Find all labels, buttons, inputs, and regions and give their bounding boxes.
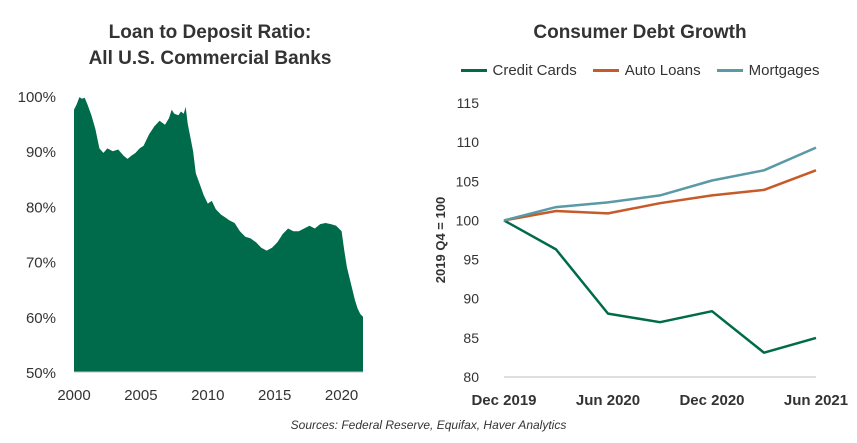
left-y-tick-label: 80% bbox=[26, 199, 56, 216]
left-chart-title: Loan to Deposit Ratio: All U.S. Commerci… bbox=[40, 20, 380, 72]
left-y-tick-label: 90% bbox=[26, 144, 56, 161]
left-x-tick-label: 2015 bbox=[258, 387, 291, 404]
credit-cards-line bbox=[503, 219, 817, 354]
right-y-tick-label: 80 bbox=[463, 369, 479, 385]
right-y-tick-label: 105 bbox=[456, 173, 480, 189]
left-x-tick-label: 2000 bbox=[57, 387, 90, 404]
legend-swatch-credit-cards bbox=[460, 69, 487, 72]
right-y-tick-label: 90 bbox=[463, 291, 479, 307]
right-chart-legend: Credit Cards Auto Loans Mortgages bbox=[440, 62, 840, 79]
auto-loans-line bbox=[503, 169, 817, 222]
legend-item-credit-cards: Credit Cards bbox=[460, 62, 577, 79]
left-chart-title-line-1: Loan to Deposit Ratio: bbox=[108, 22, 312, 43]
source-note: Sources: Federal Reserve, Equifax, Haver… bbox=[290, 418, 567, 432]
right-x-tick-label: Dec 2019 bbox=[471, 392, 536, 409]
right-x-tick-label: Jun 2021 bbox=[784, 392, 848, 409]
left-y-tick-label: 50% bbox=[26, 365, 56, 382]
right-y-tick-label: 110 bbox=[457, 134, 480, 150]
left-x-tick-label: 2010 bbox=[191, 387, 224, 404]
right-chart-title: Consumer Debt Growth bbox=[533, 22, 747, 43]
legend-label-mortgages: Mortgages bbox=[748, 62, 820, 79]
right-x-tick-label: Dec 2020 bbox=[679, 392, 744, 409]
legend-item-mortgages: Mortgages bbox=[716, 62, 820, 79]
legend-label-auto-loans: Auto Loans bbox=[624, 62, 701, 79]
loan-deposit-area bbox=[74, 97, 363, 372]
left-y-tick-label: 60% bbox=[26, 310, 56, 327]
right-y-tick-label: 85 bbox=[463, 330, 479, 346]
left-y-tick-label: 70% bbox=[26, 255, 56, 272]
legend-swatch-mortgages bbox=[716, 69, 743, 72]
right-x-tick-label: Jun 2020 bbox=[576, 392, 640, 409]
left-x-tick-label: 2005 bbox=[124, 387, 157, 404]
right-y-axis-label: 2019 Q4 = 100 bbox=[433, 197, 448, 283]
right-y-tick-label: 115 bbox=[457, 95, 480, 111]
mortgages-line bbox=[503, 146, 817, 222]
left-chart-title-line-2: All U.S. Commercial Banks bbox=[88, 48, 332, 69]
left-x-tick-label: 2020 bbox=[325, 387, 358, 404]
legend-item-auto-loans: Auto Loans bbox=[592, 62, 701, 79]
legend-swatch-auto-loans bbox=[592, 69, 619, 72]
left-y-tick-label: 100% bbox=[18, 89, 56, 106]
legend-label-credit-cards: Credit Cards bbox=[492, 62, 577, 79]
right-y-tick-label: 95 bbox=[463, 252, 479, 268]
right-y-tick-label: 100 bbox=[456, 212, 480, 228]
